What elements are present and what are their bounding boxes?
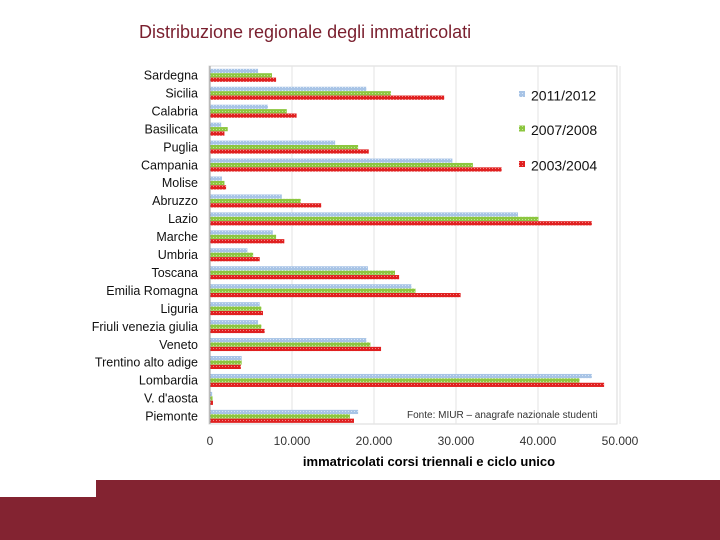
bar [210, 221, 592, 226]
bar [210, 364, 241, 369]
bar [210, 122, 222, 127]
bar [210, 68, 259, 73]
bar [210, 77, 277, 82]
bar [210, 145, 359, 150]
legend-swatch [519, 91, 525, 97]
bar [210, 284, 412, 289]
bar [210, 216, 539, 221]
category-label: Liguria [160, 302, 198, 316]
bar [210, 194, 282, 199]
bar [210, 180, 225, 186]
bar [210, 127, 228, 132]
bar [210, 73, 272, 78]
bar [210, 328, 265, 334]
footer-band [96, 480, 720, 540]
bar [210, 86, 367, 91]
category-label: Campania [141, 158, 198, 172]
bar [210, 185, 227, 190]
bar [210, 346, 382, 352]
legend-label: 2003/2004 [531, 158, 597, 174]
bar [210, 230, 273, 235]
x-tick-label: 20.000 [356, 434, 393, 448]
category-label: Lazio [168, 212, 198, 226]
bar [210, 373, 592, 379]
bar [210, 109, 287, 114]
bar [210, 257, 260, 262]
bar [210, 356, 242, 361]
category-label: Sardegna [144, 69, 198, 83]
category-label: Sicilia [165, 86, 198, 100]
category-label: Basilicata [145, 122, 199, 136]
x-axis-label: immatricolati corsi triennali e ciclo un… [303, 454, 555, 469]
bar [210, 400, 213, 405]
legend-swatch [519, 161, 525, 167]
category-label: Piemonte [145, 410, 198, 424]
category-label: Trentino alto adige [95, 356, 198, 370]
regional-enrollment-bar-chart: 0 10.000 20.000 30.000 40.000 50.000 Sardegna S… [92, 65, 639, 469]
legend-label: 2011/2012 [531, 88, 596, 104]
bar [210, 252, 254, 257]
category-label: Lombardia [139, 374, 198, 388]
bar [210, 382, 605, 387]
bar [210, 302, 260, 307]
bar [210, 293, 461, 298]
bar [210, 288, 416, 293]
bar [210, 342, 371, 347]
bar [210, 266, 368, 271]
bar [210, 418, 354, 423]
plot-area-frame [208, 65, 618, 425]
x-tick-label: 30.000 [438, 434, 475, 448]
bar [210, 167, 502, 172]
bar [210, 338, 367, 343]
bar [210, 198, 301, 204]
category-label: Calabria [151, 104, 198, 118]
bar [210, 275, 400, 280]
category-label: Puglia [163, 140, 198, 154]
slide-title: Distribuzione regionale degli immatricol… [139, 22, 472, 42]
bar [210, 320, 259, 325]
bar [210, 324, 262, 329]
legend-swatch [519, 125, 525, 132]
bar [210, 234, 277, 239]
bar [210, 140, 336, 145]
bar [210, 212, 518, 217]
bar [210, 176, 222, 181]
bar [210, 149, 369, 154]
category-label: Molise [162, 176, 198, 190]
bar [210, 414, 350, 419]
legend-label: 2007/2008 [531, 122, 597, 138]
bar [210, 360, 242, 365]
source-annotation: Fonte: MIUR – anagrafe nazionale student… [407, 410, 598, 421]
bar [210, 104, 268, 109]
bar [210, 248, 248, 253]
category-label: Marche [156, 230, 198, 244]
bar [210, 239, 285, 244]
footer-band-left [0, 497, 96, 540]
bar [210, 113, 297, 118]
x-tick-label: 50.000 [602, 434, 639, 448]
bar [210, 391, 213, 397]
bar [210, 306, 262, 311]
category-label: Friuli venezia giulia [92, 320, 198, 334]
category-label: Abruzzo [152, 194, 198, 208]
bar [210, 162, 473, 168]
bar [210, 95, 445, 100]
bar [210, 203, 322, 208]
category-label: Umbria [158, 248, 198, 262]
bar [210, 310, 263, 316]
bar [210, 378, 580, 383]
x-tick-label: 10.000 [274, 434, 311, 448]
bar [210, 131, 225, 136]
bar [210, 91, 391, 96]
category-label: Toscana [151, 266, 198, 280]
bar [210, 158, 453, 163]
category-label: Veneto [159, 338, 198, 352]
x-tick-label: 40.000 [520, 434, 557, 448]
category-label: V. d'aosta [144, 392, 198, 406]
bar [210, 396, 213, 401]
bar [210, 409, 359, 415]
x-tick-label: 0 [207, 434, 214, 448]
category-label: Emilia Romagna [106, 284, 198, 298]
bar [210, 270, 395, 275]
